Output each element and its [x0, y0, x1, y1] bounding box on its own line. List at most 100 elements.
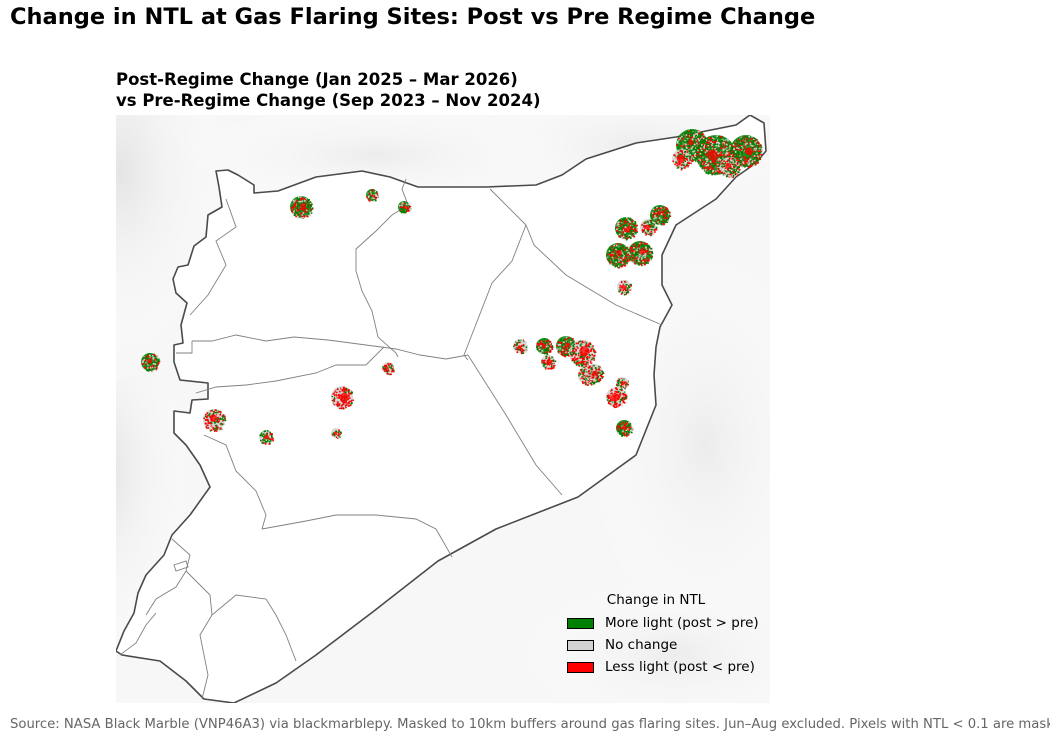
ntl-pixel — [730, 173, 732, 176]
ntl-pixel — [685, 165, 688, 167]
ntl-pixel — [701, 136, 703, 139]
ntl-pixel — [684, 133, 686, 135]
ntl-pixel — [716, 135, 718, 137]
ntl-pixel — [616, 228, 618, 230]
ntl-pixel — [743, 142, 746, 144]
ntl-pixel — [750, 165, 752, 167]
ntl-pixel — [521, 339, 523, 342]
ntl-pixel — [706, 147, 708, 150]
ntl-pixel — [269, 435, 271, 437]
flaring-site-core — [541, 344, 546, 350]
ntl-pixel — [662, 214, 665, 217]
ntl-pixel — [747, 163, 750, 166]
ntl-pixel — [729, 175, 732, 177]
ntl-pixel — [333, 397, 336, 400]
ntl-pixel — [755, 155, 758, 157]
ntl-pixel — [587, 379, 589, 381]
ntl-pixel — [742, 140, 745, 143]
ntl-pixel — [681, 138, 684, 140]
ntl-pixel — [571, 359, 574, 362]
ntl-pixel — [624, 394, 626, 397]
ntl-pixel — [679, 153, 681, 156]
ntl-pixel — [676, 166, 679, 169]
ntl-pixel — [218, 418, 220, 421]
ntl-pixel — [705, 154, 708, 156]
ntl-pixel — [143, 361, 146, 364]
ntl-pixel — [624, 222, 626, 224]
ntl-pixel — [759, 152, 761, 154]
ntl-pixel — [582, 342, 585, 345]
ntl-pixel — [297, 203, 299, 206]
ntl-pixel — [693, 138, 696, 140]
ntl-pixel — [593, 348, 595, 351]
ntl-pixel — [752, 152, 755, 155]
ntl-pixel — [641, 260, 643, 262]
ntl-pixel — [591, 349, 594, 351]
ntl-pixel — [635, 255, 637, 257]
ntl-pixel — [520, 349, 522, 351]
ntl-pixel — [525, 350, 527, 353]
ntl-pixel — [614, 265, 617, 268]
ntl-pixel — [209, 412, 211, 415]
ntl-pixel — [571, 355, 573, 357]
ntl-pixel — [583, 374, 585, 377]
ntl-pixel — [711, 173, 713, 176]
ntl-pixel — [300, 217, 303, 219]
ntl-pixel — [710, 148, 712, 151]
ntl-pixel — [544, 366, 547, 369]
ntl-pixel — [753, 139, 755, 142]
ntl-pixel — [590, 371, 593, 373]
ntl-pixel — [214, 421, 216, 424]
ntl-pixel — [616, 380, 619, 382]
ntl-pixel — [298, 205, 300, 207]
ntl-pixel — [700, 164, 703, 166]
ntl-pixel — [725, 173, 727, 175]
ntl-pixel — [368, 199, 370, 202]
ntl-pixel — [752, 149, 754, 151]
ntl-pixel — [719, 151, 721, 154]
ntl-pixel — [267, 438, 269, 440]
ntl-pixel — [349, 392, 352, 395]
ntl-pixel — [650, 257, 653, 259]
ntl-pixel — [644, 253, 647, 255]
ntl-pixel — [600, 372, 603, 374]
ntl-pixel — [736, 174, 739, 176]
ntl-pixel — [298, 196, 300, 199]
ntl-pixel — [626, 289, 628, 292]
ntl-pixel — [369, 191, 372, 193]
ntl-pixel — [307, 215, 309, 218]
ntl-pixel — [599, 372, 601, 374]
ntl-pixel — [675, 158, 678, 160]
ntl-pixel — [675, 161, 677, 163]
ntl-pixel — [214, 409, 217, 411]
ntl-pixel — [334, 394, 336, 397]
ntl-pixel — [624, 252, 626, 254]
ntl-pixel — [204, 422, 207, 425]
ntl-pixel — [736, 140, 739, 143]
ntl-pixel — [757, 150, 760, 152]
ntl-pixel — [676, 155, 679, 157]
ntl-pixel — [295, 212, 297, 214]
ntl-pixel — [642, 255, 645, 257]
ntl-pixel — [584, 363, 586, 366]
ntl-pixel — [332, 394, 335, 397]
flaring-site-clusters — [141, 129, 763, 445]
ntl-pixel — [579, 341, 582, 344]
ntl-pixel — [697, 151, 700, 153]
ntl-pixel — [736, 167, 738, 169]
ntl-pixel — [722, 148, 725, 150]
ntl-pixel — [702, 143, 705, 145]
ntl-pixel — [687, 153, 690, 156]
ntl-pixel — [616, 243, 619, 245]
ntl-pixel — [582, 377, 584, 380]
ntl-pixel — [754, 146, 757, 149]
ntl-pixel — [622, 250, 624, 253]
ntl-pixel — [744, 160, 746, 163]
ntl-pixel — [611, 389, 613, 391]
ntl-pixel — [209, 421, 212, 424]
ntl-pixel — [629, 253, 631, 256]
ntl-pixel — [707, 141, 709, 144]
ntl-pixel — [402, 204, 405, 207]
ntl-pixel — [619, 284, 622, 287]
ntl-pixel — [612, 258, 615, 261]
